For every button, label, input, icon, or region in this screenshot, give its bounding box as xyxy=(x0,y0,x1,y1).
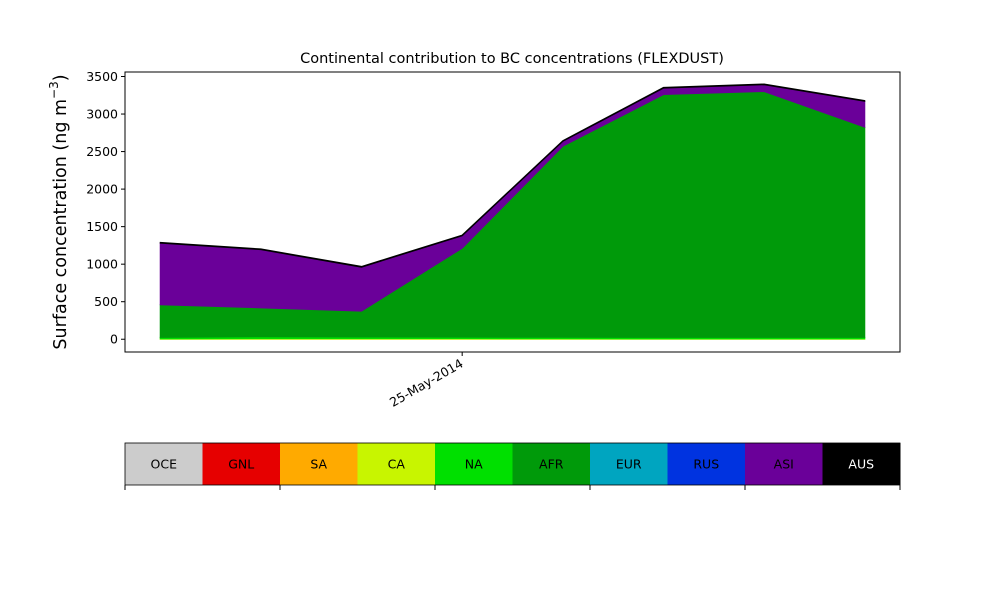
legend-frame xyxy=(124,442,901,486)
legend-swatch-aus xyxy=(822,443,901,485)
legend-swatch-oce xyxy=(125,443,203,485)
y-axis: 0 500 1000 1500 2000 2500 3000 3500 xyxy=(86,69,125,347)
y-tick-label: 2500 xyxy=(86,144,118,159)
stacked-areas xyxy=(159,83,866,340)
legend-swatch-na xyxy=(435,443,513,485)
legend-label-oce: OCE xyxy=(151,457,178,472)
y-tick-label: 3500 xyxy=(86,69,118,84)
y-axis-label: Surface concentration (ng m−3) xyxy=(47,74,71,349)
legend-label-asi: ASI xyxy=(774,457,794,472)
y-tick-label: 3000 xyxy=(86,107,118,122)
y-tick-label: 500 xyxy=(94,294,118,309)
legend-label-aus: AUS xyxy=(848,457,874,472)
legend-label-sa: SA xyxy=(310,457,327,472)
x-tick-label: 25-May-2014 xyxy=(387,356,466,410)
legend-label-ca: CA xyxy=(388,457,406,472)
legend-swatch-afr xyxy=(512,443,591,485)
legend-label-na: NA xyxy=(465,457,483,472)
y-tick-label: 0 xyxy=(110,332,118,347)
y-tick-label: 2000 xyxy=(86,182,118,197)
legend-swatch-ca xyxy=(357,443,436,485)
color-legend: OCE GNL SA CA NA AFR EUR RUS ASI AUS xyxy=(124,442,901,490)
legend-swatch-asi xyxy=(745,443,823,485)
legend-swatch-rus xyxy=(667,443,746,485)
legend-label-rus: RUS xyxy=(693,457,719,472)
legend-label-afr: AFR xyxy=(539,457,564,472)
y-tick-label: 1000 xyxy=(86,257,118,272)
y-tick-label: 1500 xyxy=(86,219,118,234)
legend-swatch-eur xyxy=(590,443,668,485)
area-aus xyxy=(159,83,866,268)
legend-swatch-gnl xyxy=(202,443,281,485)
legend-label-eur: EUR xyxy=(616,457,642,472)
plot-frame xyxy=(124,71,901,353)
x-axis: 25-May-2014 xyxy=(387,352,466,410)
chart-title: Continental contribution to BC concentra… xyxy=(300,51,724,67)
legend-label-gnl: GNL xyxy=(228,457,254,472)
legend-swatch-sa xyxy=(280,443,358,485)
